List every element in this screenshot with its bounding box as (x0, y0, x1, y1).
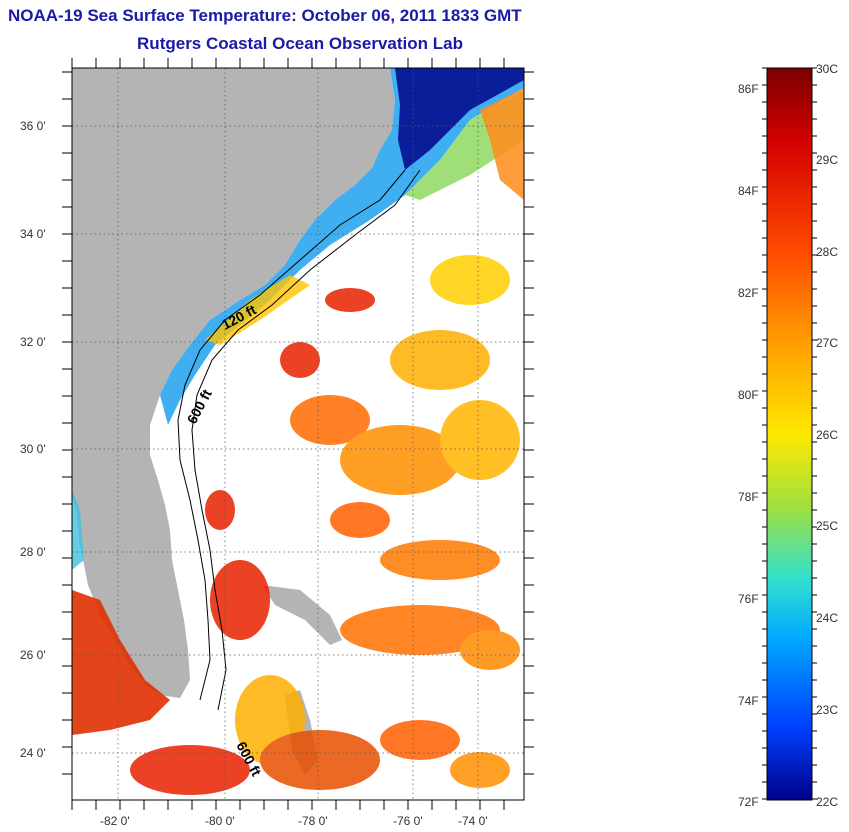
colorbar-label-78f: 78F (738, 490, 759, 504)
lat-label-28: 28 0' (20, 545, 46, 559)
colorbar-label-76f: 76F (738, 592, 759, 606)
sst-gulf-cool (72, 490, 84, 570)
sst-gulf-warm (72, 590, 170, 735)
map-subtitle: Rutgers Coastal Ocean Observation Lab (137, 34, 463, 53)
sst-warm-band (205, 275, 310, 345)
colorbar-label-23c: 23C (816, 703, 839, 717)
sst-coastal-cold (160, 68, 524, 425)
contour-120ft (177, 169, 406, 701)
colorbar-label-27c: 27C (816, 336, 839, 350)
colorbar-label-28c: 28C (816, 245, 839, 259)
lat-label-26: 26 0' (20, 648, 46, 662)
lat-label-36: 36 0' (20, 119, 46, 133)
colorbar-label-30c: 30C (816, 62, 839, 76)
lon-label-78: -78 0' (298, 814, 328, 828)
map-ticks (62, 58, 534, 810)
colorbar-label-25c: 25C (816, 519, 839, 533)
lat-label-30: 30 0' (20, 442, 46, 456)
map-graticule (72, 68, 524, 800)
colorbar-ticks (762, 67, 817, 800)
colorbar-label-29c: 29C (816, 153, 839, 167)
map-title: NOAA-19 Sea Surface Temperature: October… (8, 6, 522, 25)
contour-600ft (191, 169, 421, 711)
colorbar-label-86f: 86F (738, 82, 759, 96)
sst-orange-ne (480, 88, 524, 200)
colorbar-label-82f: 82F (738, 286, 759, 300)
lat-label-34: 34 0' (20, 227, 46, 241)
land-mainland (72, 68, 395, 698)
colorbar (766, 67, 813, 801)
lat-label-32: 32 0' (20, 335, 46, 349)
lon-label-74: -74 0' (458, 814, 488, 828)
sst-coastal-deep-blue (395, 68, 524, 170)
colorbar-label-84f: 84F (738, 184, 759, 198)
colorbar-label-80f: 80F (738, 388, 759, 402)
lon-label-82: -82 0' (100, 814, 130, 828)
colorbar-label-26c: 26C (816, 428, 839, 442)
colorbar-label-22c: 22C (816, 795, 839, 809)
lon-label-76: -76 0' (393, 814, 423, 828)
colorbar-label-72f: 72F (738, 795, 759, 809)
map-frame (71, 67, 525, 801)
colorbar-label-24c: 24C (816, 611, 839, 625)
colorbar-label-74f: 74F (738, 694, 759, 708)
lon-label-80: -80 0' (205, 814, 235, 828)
lat-label-24: 24 0' (20, 746, 46, 760)
land-bahamas-grand (262, 585, 342, 645)
sst-warm-patches (130, 255, 520, 795)
